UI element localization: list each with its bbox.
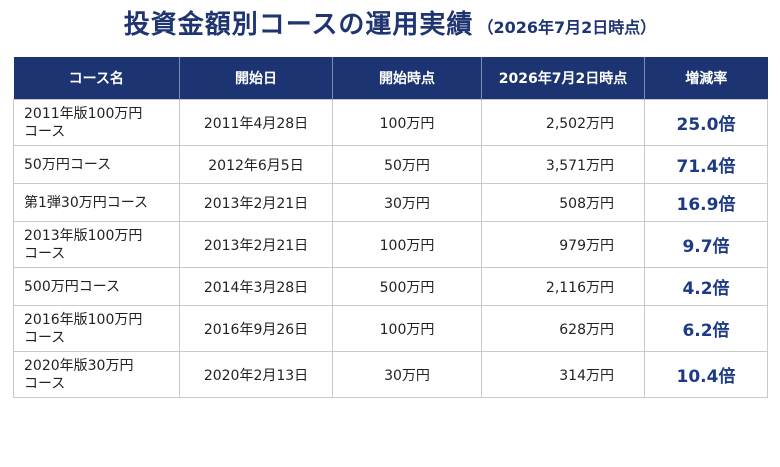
table-row: 2016年版100万円 コース 2016年9月26日 100万円 628万円 6.2倍 xyxy=(13,305,768,352)
performance-table: コース名 開始日 開始時点 2026年7月2日時点 増減率 2011年版100万… xyxy=(13,57,768,398)
start-date-cell: 2013年2月21日 xyxy=(179,221,333,268)
current-amount-cell: 314万円 xyxy=(481,351,645,398)
start-amount-cell: 100万円 xyxy=(332,99,482,146)
start-amount-cell: 50万円 xyxy=(332,145,482,184)
start-amount-cell: 30万円 xyxy=(332,351,482,398)
rate-cell: 9.7倍 xyxy=(644,221,768,268)
title-date-note: （2026年7月2日時点） xyxy=(477,18,657,37)
course-name-cell: 第1弾30万円コース xyxy=(13,183,180,222)
table-row: 500万円コース 2014年3月28日 500万円 2,116万円 4.2倍 xyxy=(13,267,768,306)
table-row: 2011年版100万円 コース 2011年4月28日 100万円 2,502万円 25.0… xyxy=(13,99,768,146)
start-date-cell: 2013年2月21日 xyxy=(179,183,333,222)
header-current-amount: 2026年7月2日時点 xyxy=(481,57,645,100)
current-amount-cell: 2,116万円 xyxy=(481,267,645,306)
rate-cell: 25.0倍 xyxy=(644,99,768,146)
rate-cell: 4.2倍 xyxy=(644,267,768,306)
course-name-cell: 2011年版100万円 コース xyxy=(13,99,180,146)
rate-cell: 10.4倍 xyxy=(644,351,768,398)
rate-cell: 16.9倍 xyxy=(644,183,768,222)
table-body: 2011年版100万円 コース 2011年4月28日 100万円 2,502万円 25.0… xyxy=(13,99,768,398)
course-name-cell: 2020年版30万円 コース xyxy=(13,351,180,398)
current-amount-cell: 2,502万円 xyxy=(481,99,645,146)
course-name-cell: 50万円コース xyxy=(13,145,180,184)
header-start-amount: 開始時点 xyxy=(332,57,482,100)
start-amount-cell: 100万円 xyxy=(332,305,482,352)
header-course-name: コース名 xyxy=(13,57,180,100)
start-date-cell: 2016年9月26日 xyxy=(179,305,333,352)
table-row: 50万円コース 2012年6月5日 50万円 3,571万円 71.4倍 xyxy=(13,145,768,184)
start-date-cell: 2012年6月5日 xyxy=(179,145,333,184)
current-amount-cell: 3,571万円 xyxy=(481,145,645,184)
start-date-cell: 2011年4月28日 xyxy=(179,99,333,146)
rate-cell: 6.2倍 xyxy=(644,305,768,352)
table-row: 第1弾30万円コース 2013年2月21日 30万円 508万円 16.9倍 xyxy=(13,183,768,222)
start-amount-cell: 500万円 xyxy=(332,267,482,306)
header-start-date: 開始日 xyxy=(179,57,333,100)
current-amount-cell: 979万円 xyxy=(481,221,645,268)
start-amount-cell: 30万円 xyxy=(332,183,482,222)
course-name-cell: 500万円コース xyxy=(13,267,180,306)
header-row: コース名 開始日 開始時点 2026年7月2日時点 増減率 xyxy=(13,57,768,100)
start-amount-cell: 100万円 xyxy=(332,221,482,268)
current-amount-cell: 508万円 xyxy=(481,183,645,222)
start-date-cell: 2020年2月13日 xyxy=(179,351,333,398)
table-row: 2020年版30万円 コース 2020年2月13日 30万円 314万円 10.4倍 xyxy=(13,351,768,398)
header-rate: 増減率 xyxy=(644,57,768,100)
title-main: 投資金額別コースの運用実績 xyxy=(123,10,474,40)
course-name-cell: 2013年版100万円 コース xyxy=(13,221,180,268)
page-title: 投資金額別コースの運用実績 （2026年7月2日時点） xyxy=(0,0,780,50)
table-row: 2013年版100万円 コース 2013年2月21日 100万円 979万円 9.7倍 xyxy=(13,221,768,268)
rate-cell: 71.4倍 xyxy=(644,145,768,184)
course-name-cell: 2016年版100万円 コース xyxy=(13,305,180,352)
table-header: コース名 開始日 開始時点 2026年7月2日時点 増減率 xyxy=(13,57,768,100)
start-date-cell: 2014年3月28日 xyxy=(179,267,333,306)
current-amount-cell: 628万円 xyxy=(481,305,645,352)
